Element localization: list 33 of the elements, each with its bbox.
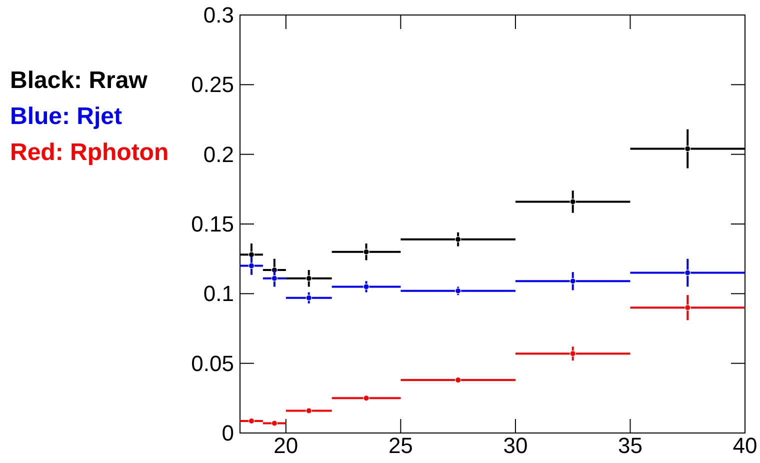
point [684, 146, 691, 152]
y-tick-label: 0.15 [191, 212, 234, 236]
point [684, 304, 691, 311]
point [306, 294, 312, 301]
point [684, 270, 691, 276]
point [454, 236, 462, 242]
x-tick-label: 30 [503, 433, 528, 458]
text: Black: Rraw [10, 67, 148, 94]
point [570, 198, 576, 205]
y-tick-label: 0 [222, 420, 234, 446]
point [363, 284, 370, 290]
point [454, 376, 462, 384]
point [570, 350, 576, 357]
y-tick-label: 0.1 [203, 281, 234, 306]
x-tick-label: 25 [388, 433, 413, 458]
point [271, 275, 278, 282]
y-tick-label: 0.3 [203, 2, 234, 28]
point [363, 248, 370, 255]
y-tick-label: 0.2 [203, 142, 234, 167]
point [248, 252, 255, 258]
point [248, 418, 255, 424]
point [271, 420, 278, 426]
y-tick-label: 0.25 [191, 72, 234, 98]
point [306, 275, 312, 282]
x-tick-label: 40 [732, 433, 758, 458]
point [570, 278, 576, 284]
text: Red: Rphoton [10, 139, 169, 166]
x-tick-label: 35 [618, 433, 642, 458]
text: Blue: Rjet [10, 103, 122, 130]
point [248, 262, 255, 269]
y-tick-label: 0.05 [191, 350, 234, 376]
point [454, 288, 462, 294]
x-tick-label: 20 [274, 433, 298, 458]
